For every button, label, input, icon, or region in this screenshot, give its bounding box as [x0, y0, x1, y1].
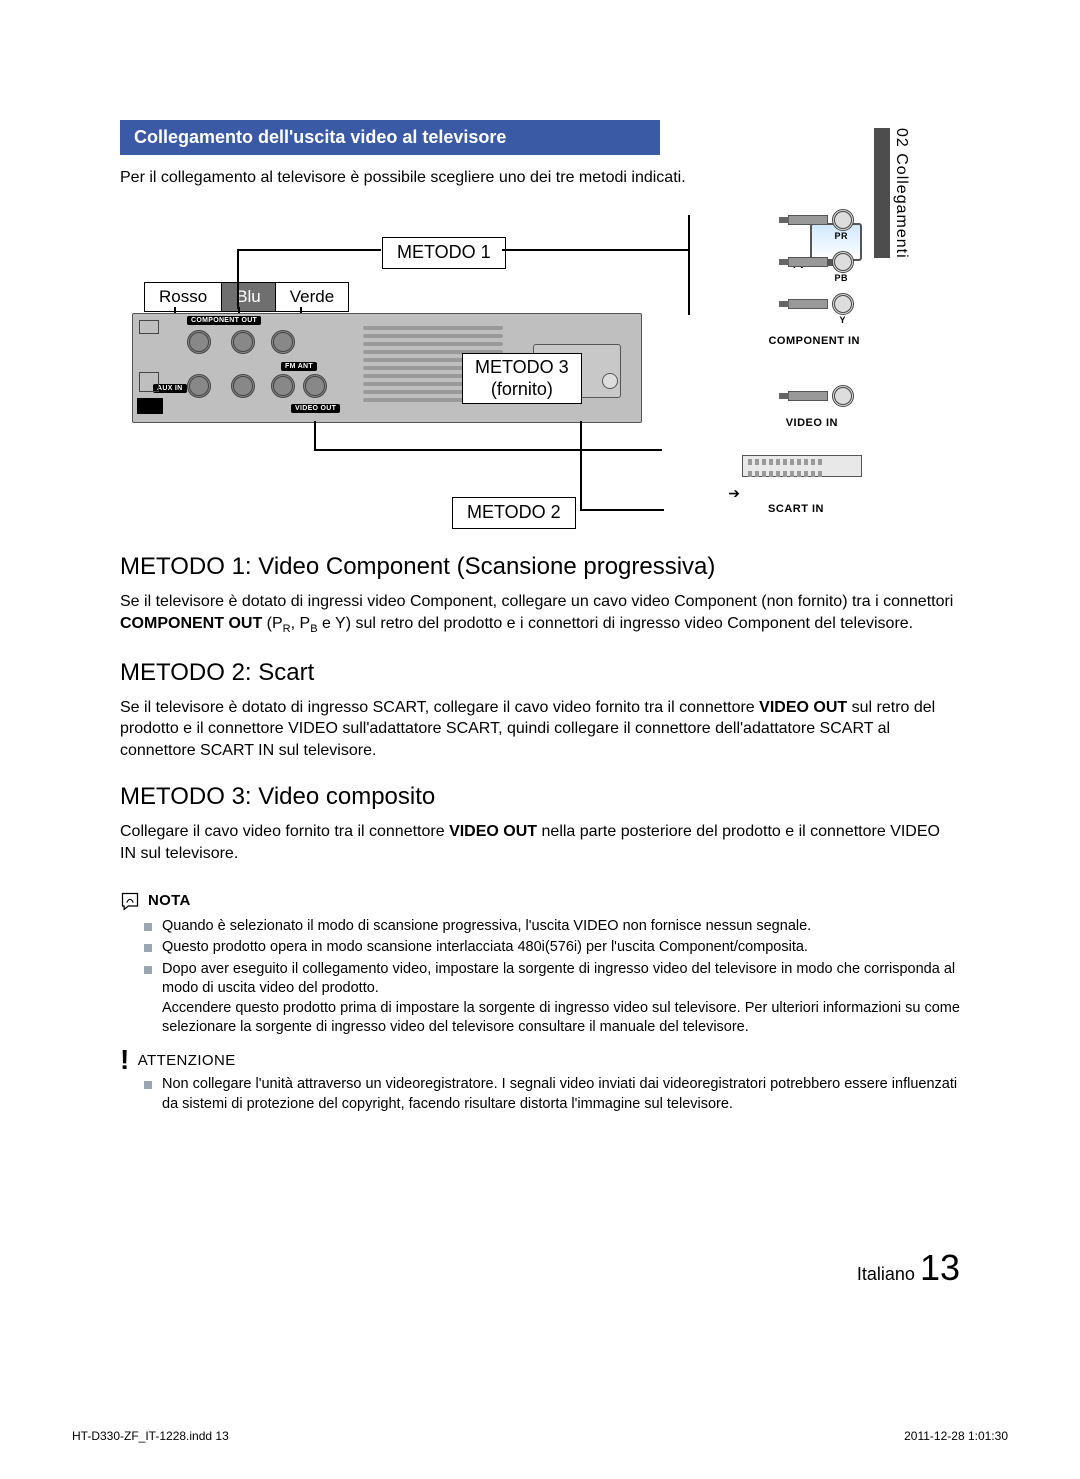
label-metodo3: METODO 3 (fornito) [462, 353, 582, 404]
port-video-out [303, 374, 327, 398]
port-pr [187, 330, 211, 354]
label-component-out: COMPONENT OUT [187, 316, 261, 325]
connection-diagram: METODO 1 Rosso Blu Verde COMPONENT OUT F… [132, 203, 862, 533]
attention-list: Non collegare l'unità attraverso un vide… [120, 1075, 960, 1114]
method3-title: METODO 3: Video composito [120, 783, 960, 811]
page-number-block: Italiano 13 [857, 1247, 960, 1289]
port-fm [271, 374, 295, 398]
component-in-label: COMPONENT IN [768, 335, 860, 347]
tv-y [832, 293, 854, 315]
tv-video-in [832, 385, 854, 407]
note-block: NOTA Quando è selezionato il modo di sca… [120, 891, 960, 1038]
label-fm-ant: FM ANT [281, 362, 317, 371]
label-blu: Blu [222, 283, 276, 311]
scart-in-label: SCART IN [768, 503, 824, 515]
method1-title: METODO 1: Video Component (Scansione pro… [120, 553, 960, 581]
method3-text: Collegare il cavo video fornito tra il c… [120, 821, 960, 864]
tv-inputs: TV PR PB Y COMPONENT IN VIDEO IN [702, 203, 862, 533]
tv-scart [742, 455, 862, 477]
print-stamp: 2011-12-28 1:01:30 [904, 1429, 1008, 1443]
port-aux-l [187, 374, 211, 398]
method2-title: METODO 2: Scart [120, 659, 960, 687]
note-list: Quando è selezionato il modo di scansion… [120, 917, 960, 1038]
tv-pr [832, 209, 854, 231]
video-in-label: VIDEO IN [786, 417, 838, 429]
tv-pb-label: PB [834, 273, 848, 283]
page-content: Collegamento dell'uscita video al televi… [120, 120, 960, 1116]
note-item: Questo prodotto opera in modo scansione … [148, 938, 960, 958]
print-footer: HT-D330-ZF_IT-1228.indd 13 2011-12-28 1:… [72, 1429, 1008, 1443]
tv-pb [832, 251, 854, 273]
note-item: Dopo aver eseguito il collegamento video… [148, 960, 960, 1038]
label-video-out: VIDEO OUT [291, 404, 340, 413]
tv-y-label: Y [839, 315, 846, 325]
note-item: Quando è selezionato il modo di scansion… [148, 917, 960, 937]
label-rosso: Rosso [145, 283, 222, 311]
exclamation-icon: ! [120, 1052, 130, 1069]
section-title: Collegamento dell'uscita video al televi… [120, 120, 660, 155]
port-pb [231, 330, 255, 354]
method1-text: Se il televisore è dotato di ingressi vi… [120, 591, 960, 637]
tv-pr-label: PR [834, 231, 848, 241]
label-metodo2: METODO 2 [452, 497, 576, 529]
port-y [271, 330, 295, 354]
attention-item: Non collegare l'unità attraverso un vide… [148, 1075, 960, 1114]
attention-head-text: ATTENZIONE [138, 1052, 236, 1069]
label-verde: Verde [276, 283, 348, 311]
footer-page: 13 [920, 1247, 960, 1288]
method2-text: Se il televisore è dotato di ingresso SC… [120, 697, 960, 762]
footer-lang: Italiano [857, 1264, 915, 1284]
note-head-text: NOTA [148, 892, 191, 909]
attention-head: ! ATTENZIONE [120, 1052, 960, 1069]
plug-video [788, 391, 828, 401]
plug-y [788, 299, 828, 309]
label-metodo1: METODO 1 [382, 237, 506, 269]
print-file: HT-D330-ZF_IT-1228.indd 13 [72, 1429, 229, 1443]
note-icon [120, 891, 140, 911]
port-aux-r [231, 374, 255, 398]
plug-pr [788, 215, 828, 225]
plug-pb [788, 257, 828, 267]
section-intro: Per il collegamento al televisore è poss… [120, 169, 960, 187]
